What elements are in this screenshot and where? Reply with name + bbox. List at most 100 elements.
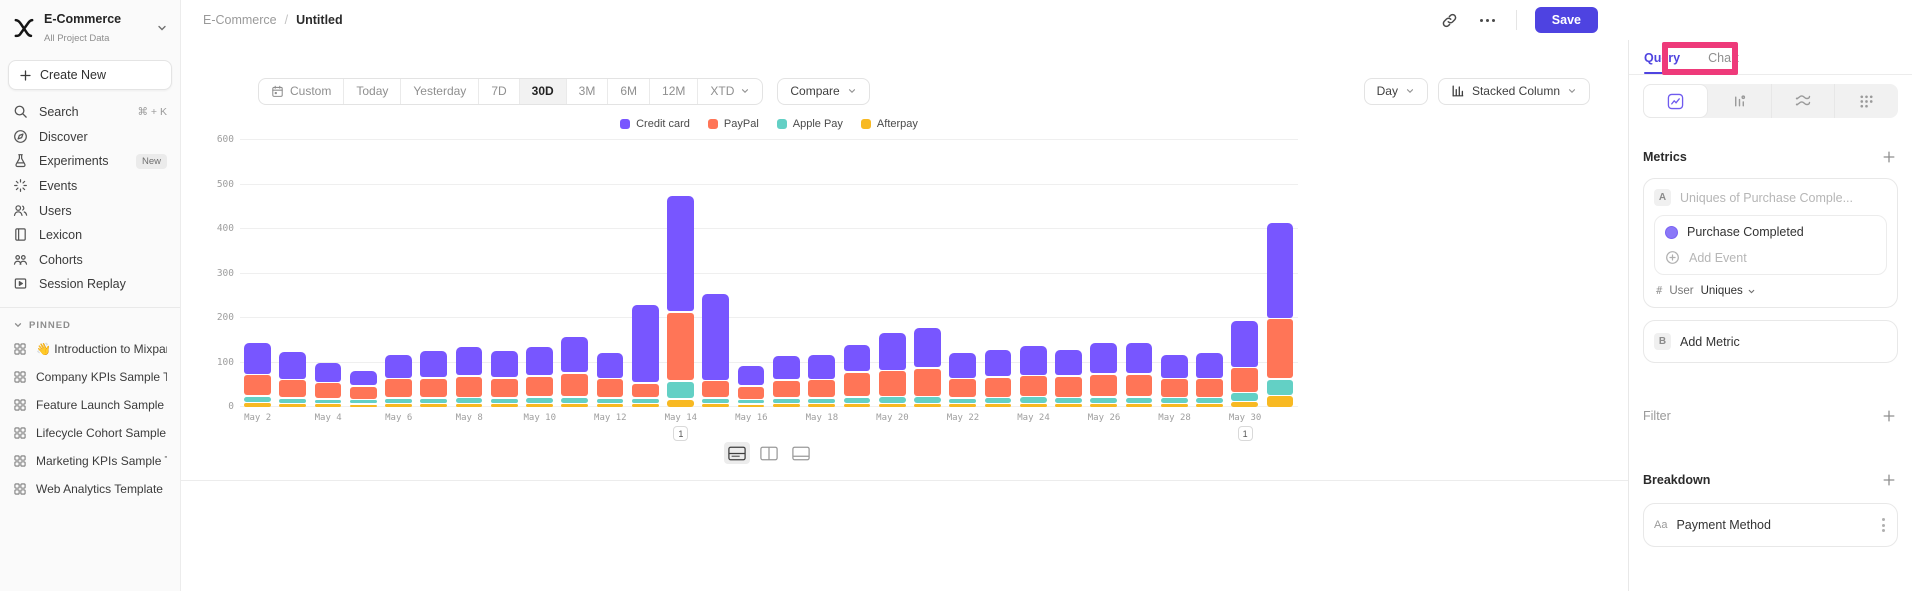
bar-may-29[interactable]: [1196, 352, 1223, 407]
pinned-section-header[interactable]: PINNED: [0, 316, 180, 335]
sidebar-item-cohorts[interactable]: Cohorts: [0, 248, 180, 273]
bar-may-8[interactable]: [455, 346, 483, 407]
bar-segment-paypal[interactable]: [631, 383, 659, 398]
bar-segment-credit-card[interactable]: [561, 337, 589, 373]
bar-segment-afterpay[interactable]: [1160, 403, 1188, 407]
bar-may-27[interactable]: [1125, 341, 1153, 407]
tab-retention[interactable]: [1835, 84, 1898, 118]
bar-segment-credit-card[interactable]: [1090, 343, 1118, 374]
bar-segment-apple-pay[interactable]: [561, 397, 589, 403]
bar-segment-credit-card[interactable]: [1019, 345, 1047, 375]
bar-segment-paypal[interactable]: [279, 379, 307, 398]
tab-flows[interactable]: [1772, 84, 1836, 118]
bar-segment-apple-pay[interactable]: [843, 397, 871, 403]
bar-may-19[interactable]: [843, 344, 871, 407]
metric-name-row[interactable]: A Uniques of Purchase Comple...: [1654, 189, 1887, 206]
pinned-board-item[interactable]: Marketing KPIs Sample Template: [0, 447, 180, 475]
aggregation-row[interactable]: # User Uniques: [1654, 285, 1887, 297]
tab-query[interactable]: Query: [1644, 51, 1681, 74]
sidebar-item-events[interactable]: Events: [0, 174, 180, 199]
bar-segment-afterpay[interactable]: [878, 403, 906, 407]
layout-split-vertical-button[interactable]: [756, 442, 782, 464]
date-range-xtd[interactable]: XTD: [698, 79, 762, 104]
sidebar-item-lexicon[interactable]: Lexicon: [0, 223, 180, 248]
bar-segment-afterpay[interactable]: [1090, 403, 1118, 407]
bar-segment-apple-pay[interactable]: [1231, 393, 1259, 401]
bar-segment-paypal[interactable]: [385, 379, 412, 398]
bar-segment-paypal[interactable]: [526, 376, 553, 397]
bar-segment-credit-card[interactable]: [914, 327, 941, 368]
bar-segment-credit-card[interactable]: [808, 354, 836, 379]
bar-may-16[interactable]: [737, 365, 765, 407]
breadcrumb-project[interactable]: E-Commerce: [203, 13, 277, 27]
bar-segment-afterpay[interactable]: [561, 403, 589, 407]
bar-segment-credit-card[interactable]: [878, 332, 906, 370]
sidebar-item-discover[interactable]: Discover: [0, 125, 180, 150]
bar-segment-afterpay[interactable]: [1231, 402, 1259, 407]
bar-segment-paypal[interactable]: [1196, 379, 1223, 397]
bar-segment-apple-pay[interactable]: [1160, 398, 1188, 403]
date-range-30d[interactable]: 30D: [519, 78, 567, 104]
bar-segment-afterpay[interactable]: [279, 403, 307, 407]
bar-segment-afterpay[interactable]: [984, 403, 1012, 407]
bar-segment-paypal[interactable]: [420, 378, 448, 398]
bar-may-22[interactable]: [949, 352, 977, 407]
bar-segment-afterpay[interactable]: [596, 403, 624, 407]
bar-segment-apple-pay[interactable]: [702, 398, 730, 403]
bar-may-2[interactable]: [244, 342, 271, 407]
bar-segment-afterpay[interactable]: [1196, 403, 1223, 407]
bar-may-28[interactable]: [1160, 354, 1188, 407]
bar-may-15[interactable]: [702, 293, 730, 407]
bar-segment-credit-card[interactable]: [984, 350, 1012, 377]
bar-segment-afterpay[interactable]: [667, 399, 694, 407]
sidebar-item-users[interactable]: Users: [0, 198, 180, 223]
bar-segment-paypal[interactable]: [455, 376, 483, 397]
add-breakdown-plus-button[interactable]: [1880, 471, 1898, 489]
bar-may-5[interactable]: [349, 369, 377, 407]
bar-segment-apple-pay[interactable]: [808, 398, 836, 403]
bar-may-23[interactable]: [984, 349, 1012, 407]
bar-segment-apple-pay[interactable]: [914, 397, 941, 403]
bar-segment-paypal[interactable]: [1266, 319, 1294, 379]
bar-segment-paypal[interactable]: [878, 371, 906, 396]
pinned-board-item[interactable]: Feature Launch Sample Template: [0, 391, 180, 419]
granularity-dropdown[interactable]: Day: [1363, 77, 1428, 105]
bar-segment-paypal[interactable]: [843, 372, 871, 397]
bar-segment-credit-card[interactable]: [1266, 223, 1294, 318]
bar-segment-apple-pay[interactable]: [949, 398, 977, 403]
sidebar-item-experiments[interactable]: Experiments New: [0, 149, 180, 174]
event-row[interactable]: Purchase Completed: [1665, 225, 1876, 239]
date-range-3m[interactable]: 3M: [567, 78, 609, 104]
bar-segment-paypal[interactable]: [1055, 376, 1082, 397]
bar-segment-afterpay[interactable]: [808, 403, 836, 407]
project-switcher[interactable]: E-Commerce All Project Data: [0, 0, 180, 50]
bar-segment-credit-card[interactable]: [526, 347, 553, 376]
bar-segment-afterpay[interactable]: [914, 403, 941, 407]
bar-segment-apple-pay[interactable]: [420, 398, 448, 403]
bar-may-25[interactable]: [1055, 349, 1082, 407]
bar-segment-afterpay[interactable]: [702, 403, 730, 407]
pinned-board-item[interactable]: 👋 Introduction to Mixpanel Boards: [0, 335, 180, 363]
bar-segment-apple-pay[interactable]: [1019, 397, 1047, 403]
add-event-row[interactable]: Add Event: [1665, 250, 1876, 265]
bar-segment-credit-card[interactable]: [244, 343, 271, 375]
bar-segment-paypal[interactable]: [314, 383, 342, 399]
bar-segment-paypal[interactable]: [984, 377, 1012, 397]
bar-segment-credit-card[interactable]: [279, 352, 307, 379]
bar-segment-afterpay[interactable]: [1125, 403, 1153, 407]
bar-segment-paypal[interactable]: [702, 381, 730, 398]
bar-segment-credit-card[interactable]: [1160, 355, 1188, 379]
bar-segment-afterpay[interactable]: [949, 403, 977, 407]
add-metric-card[interactable]: B Add Metric: [1643, 320, 1898, 363]
bar-may-30[interactable]: [1231, 320, 1259, 407]
pinned-board-item[interactable]: Web Analytics Template: [0, 475, 180, 503]
bar-segment-paypal[interactable]: [1160, 379, 1188, 397]
bar-segment-apple-pay[interactable]: [526, 397, 553, 403]
bar-may-18[interactable]: [808, 353, 836, 407]
bar-segment-credit-card[interactable]: [1055, 350, 1082, 376]
bar-segment-apple-pay[interactable]: [737, 400, 765, 404]
bar-segment-apple-pay[interactable]: [314, 399, 342, 403]
tab-chart[interactable]: Chart: [1708, 51, 1739, 65]
bar-segment-paypal[interactable]: [1090, 374, 1118, 397]
create-new-button[interactable]: Create New: [8, 60, 172, 90]
